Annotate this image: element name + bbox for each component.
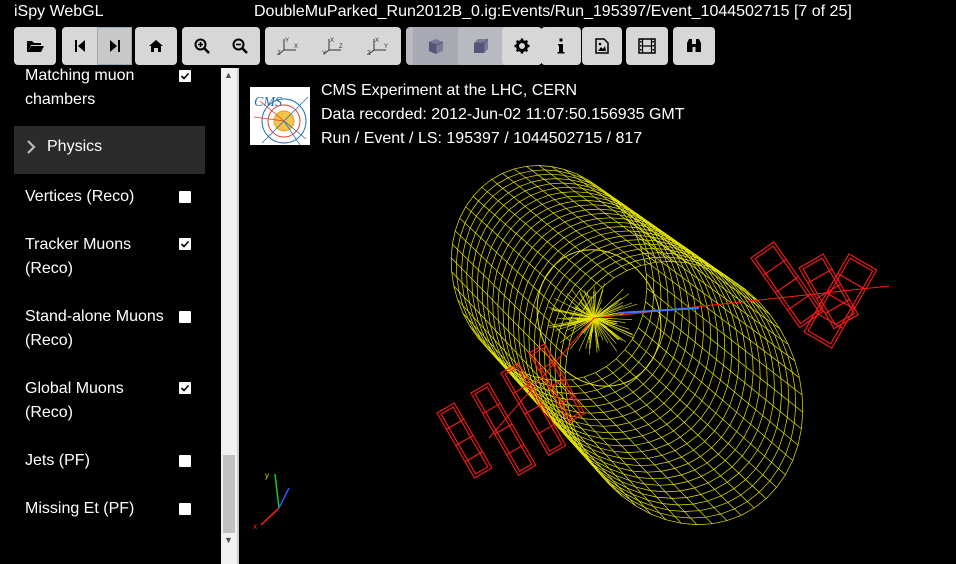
check-icon: [180, 384, 190, 392]
svg-text:X: X: [330, 38, 334, 44]
sidebar-item-missing-et-pf[interactable]: Missing Et (PF): [25, 500, 135, 517]
cube-perspective-icon: [428, 39, 443, 54]
checkbox-missing-et-pf[interactable]: [179, 503, 191, 515]
event-navigation-group: [62, 27, 132, 65]
checkbox-jets-pf[interactable]: [179, 455, 191, 467]
checkbox-standalone-muons[interactable]: [179, 311, 191, 323]
tracks: [488, 283, 890, 439]
binoculars-icon: [687, 39, 701, 52]
picture-icon: [595, 38, 609, 54]
cms-logo-text: CMS: [254, 95, 282, 110]
scroll-up-arrow-icon[interactable]: ▲: [224, 70, 233, 80]
svg-text:Y: Y: [384, 44, 388, 50]
svg-text:X: X: [375, 38, 379, 44]
sidebar-item-standalone-muons[interactable]: Stand-alone Muons (Reco): [25, 308, 164, 349]
next-event-button[interactable]: [97, 27, 132, 65]
film-icon: [638, 38, 656, 54]
perspective-button[interactable]: [413, 27, 458, 65]
svg-text:y: y: [265, 471, 269, 480]
zoom-out-button[interactable]: [221, 27, 259, 65]
camera-mode-group: [406, 27, 510, 65]
home-view-button[interactable]: [135, 27, 177, 65]
checkbox-matching-muon-chambers[interactable]: [179, 70, 191, 82]
detector-view-button[interactable]: [673, 27, 715, 65]
sidebar-item-vertices-reco[interactable]: Vertices (Reco): [25, 188, 135, 205]
previous-event-button[interactable]: [62, 27, 97, 65]
axes-yz-icon: XY Z: [367, 38, 388, 56]
zoom-out-icon: [232, 38, 248, 54]
checkbox-vertices-reco[interactable]: [179, 191, 191, 203]
image-export-button[interactable]: [582, 27, 622, 65]
cube-orthographic-icon: [473, 38, 488, 53]
scrollbar-thumb[interactable]: [223, 455, 235, 533]
title-bar: iSpy WebGL DoubleMuParked_Run2012B_0.ig:…: [0, 0, 956, 24]
event-display-canvas[interactable]: x y: [239, 68, 956, 564]
home-icon: [149, 40, 163, 52]
zoom-group: [182, 27, 260, 65]
orthographic-button[interactable]: [458, 27, 503, 65]
checkbox-tracker-muons[interactable]: [179, 238, 191, 250]
cms-logo: CMS: [250, 87, 310, 146]
info-icon: [557, 38, 565, 54]
gear-icon: [514, 38, 530, 54]
axes-indicator: x y: [253, 471, 290, 531]
event-title: DoubleMuParked_Run2012B_0.ig:Events/Run_…: [254, 3, 852, 20]
svg-text:Z: Z: [367, 51, 371, 56]
svg-text:X: X: [294, 44, 298, 50]
sidebar-item-matching-muon-chambers[interactable]: Matching muon chambers: [25, 67, 135, 108]
sidebar-item-jets-pf[interactable]: Jets (PF): [25, 452, 90, 469]
sidebar-scrollbar[interactable]: [221, 68, 237, 550]
sidebar-item-global-muons[interactable]: Global Muons (Reco): [25, 380, 124, 421]
axes-xy-icon: YX Z: [277, 38, 298, 56]
muon-chambers: [436, 241, 878, 479]
sidebar-group-physics[interactable]: Physics: [14, 126, 205, 174]
chevron-right-icon: [26, 139, 36, 160]
recorded-date-label: Data recorded: 2012-Jun-02 11:07:50.1569…: [321, 106, 685, 123]
zoom-in-icon: [194, 38, 210, 54]
zoom-in-button[interactable]: [183, 27, 221, 65]
checkbox-global-muons[interactable]: [179, 382, 191, 394]
experiment-label: CMS Experiment at the LHC, CERN: [321, 82, 578, 99]
folder-open-icon: [27, 41, 44, 52]
sidebar-item-tracker-muons[interactable]: Tracker Muons (Reco): [25, 236, 132, 277]
skip-next-icon: [109, 40, 120, 52]
app-title: iSpy WebGL: [14, 3, 104, 20]
svg-text:Y: Y: [285, 38, 289, 44]
check-icon: [180, 240, 190, 248]
svg-text:Z: Z: [277, 51, 281, 56]
check-icon: [180, 72, 190, 80]
scroll-down-arrow-icon[interactable]: ▼: [224, 535, 233, 545]
skip-previous-icon: [74, 40, 85, 52]
svg-text:Z: Z: [339, 44, 343, 50]
svg-text:x: x: [253, 522, 257, 531]
info-button[interactable]: [541, 27, 581, 65]
svg-text:Y: Y: [322, 51, 326, 56]
open-file-button[interactable]: [14, 27, 56, 65]
animation-button[interactable]: [626, 27, 668, 65]
tracker-barrel: [450, 165, 804, 525]
scrollbar-corner: [221, 550, 237, 564]
run-event-label: Run / Event / LS: 195397 / 1044502715 / …: [321, 130, 643, 147]
sidebar-group-label: Physics: [47, 138, 103, 155]
axes-zx-icon: XZ Y: [322, 38, 343, 56]
panel-divider[interactable]: [237, 68, 239, 564]
settings-button[interactable]: [502, 27, 542, 65]
detector-rendering: x y: [253, 165, 890, 531]
